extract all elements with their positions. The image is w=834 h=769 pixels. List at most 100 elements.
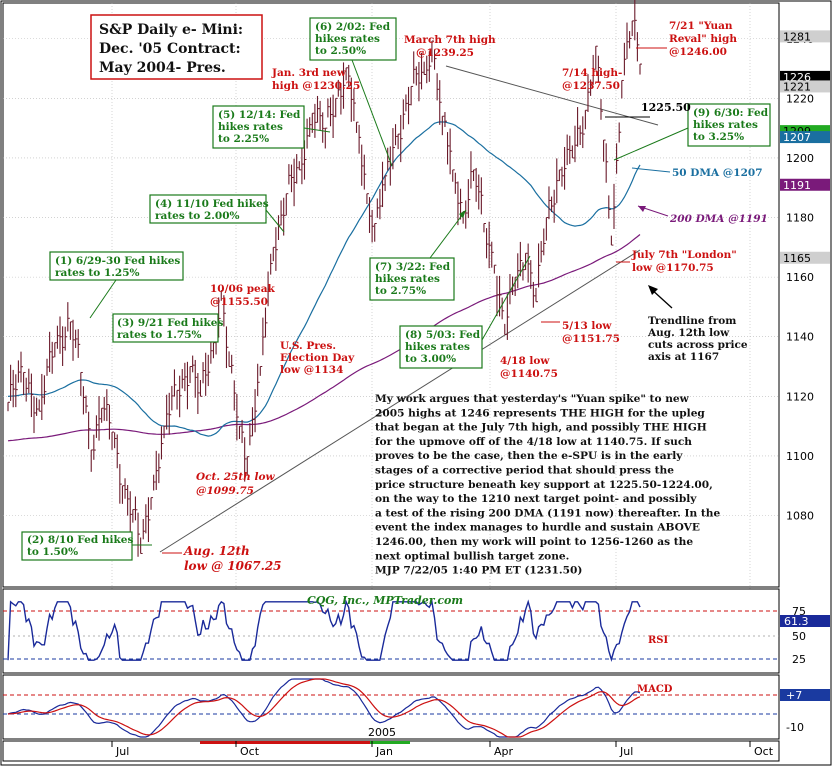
fed-note-3-line1: (3) 9/21 Fed hikes bbox=[117, 317, 223, 329]
rsi-tick-label: 50 bbox=[792, 630, 806, 643]
fed-note-9-line1: (9) 6/30: Fed bbox=[693, 107, 769, 119]
fed-note-9-line3: to 3.25% bbox=[693, 131, 744, 143]
fed-note-1-line2: rates to 1.25% bbox=[55, 267, 140, 279]
election-note-line1: U.S. Pres. bbox=[280, 340, 336, 352]
fed-note-3-line2: rates to 1.75% bbox=[117, 329, 202, 341]
price-tick-label: 1160 bbox=[786, 271, 814, 284]
trendline-note-line4: axis at 1167 bbox=[648, 351, 719, 363]
jan3-note-line2: high @1230.25 bbox=[272, 80, 360, 92]
chart-credit: CQG, Inc., MPTrader.com bbox=[307, 594, 463, 607]
rsi-label: RSI bbox=[648, 635, 669, 646]
time-axis: Jul Oct Jan Apr Jul Oct 2005 bbox=[2, 726, 780, 762]
fed-note-6: (6) 2/02: Fed hikes rates to 2.50% bbox=[309, 17, 397, 167]
price-tick-label: 1140 bbox=[786, 331, 814, 344]
fed-note-4: (4) 11/10 Fed hikes rates to 2.00% bbox=[149, 194, 285, 233]
jul14-note-line2: @1237.50 bbox=[562, 80, 620, 92]
commentary-line: price structure beneath key support at 1… bbox=[375, 479, 713, 491]
fed-note-9-line2: hikes rates bbox=[693, 119, 758, 131]
oct06-note-line1: 10/06 peak bbox=[210, 283, 276, 295]
fed-note-2-frame bbox=[21, 531, 133, 561]
commentary-line: that began at the July 7th high, and pos… bbox=[375, 422, 707, 434]
price-axis-ticks: 108011001120114011601180120012201240 bbox=[786, 33, 814, 523]
commentary-line: on the way to the 1210 next target point… bbox=[375, 493, 697, 505]
price-marker-box bbox=[780, 251, 830, 264]
dma50-pointer bbox=[631, 167, 671, 173]
rsi-line bbox=[7, 599, 641, 662]
commentary-line: a test of the rising 200 DMA (1191 now) … bbox=[375, 507, 720, 519]
rsi-readout: 61.3 bbox=[784, 615, 809, 628]
fed-note-7-frame bbox=[369, 257, 455, 301]
jul14-note-line1: 7/14 high- bbox=[562, 67, 622, 79]
commentary-line: My work argues that yesterday's "Yuan sp… bbox=[375, 393, 690, 405]
commentary-line: for the upmove off of the 4/18 low at 11… bbox=[375, 436, 692, 448]
commentary-line: 1246.00, then my work will point to 1256… bbox=[375, 536, 693, 548]
macd-label: MACD bbox=[637, 684, 673, 695]
month-label: Jan bbox=[375, 745, 393, 758]
fed-note-1-line1: (1) 6/29-30 Fed hikes bbox=[55, 255, 180, 267]
oct25-note-line1: Oct. 25th low bbox=[196, 471, 275, 483]
macd-signal-line bbox=[7, 678, 641, 738]
price-marker-label: 1207 bbox=[783, 131, 811, 144]
fed-note-5-line1: (5) 12/14: Fed bbox=[218, 109, 301, 121]
fed-note-7-pointer bbox=[429, 209, 467, 259]
month-label: Apr bbox=[494, 745, 514, 758]
macd-tick-label: -10 bbox=[786, 721, 804, 734]
rsi-tick-label: 75 bbox=[792, 605, 806, 618]
price-marker-box bbox=[780, 30, 830, 43]
price-tick-label: 1120 bbox=[786, 390, 814, 403]
price-tick-label: 1100 bbox=[786, 450, 814, 463]
london-note-line2: low @1170.75 bbox=[632, 262, 714, 274]
commentary: My work argues that yesterday's "Yuan sp… bbox=[375, 393, 720, 577]
month-label: Jul bbox=[115, 745, 129, 758]
fed-note-4-pointer bbox=[265, 209, 285, 233]
fed-note-6-pointer bbox=[351, 59, 393, 167]
macd-axis-ticks: +7 -10 bbox=[780, 689, 830, 734]
title-box: S&P Daily e- Mini: Dec. '05 Contract: Ma… bbox=[90, 14, 263, 80]
apr18-note-line1: 4/18 low bbox=[500, 355, 550, 367]
chart-subtitle-range: May 2004- Pres. bbox=[99, 60, 226, 76]
price-marker-label: 1165 bbox=[783, 252, 811, 265]
price-marker-label: 1281 bbox=[783, 30, 811, 43]
dma200-arrowhead bbox=[638, 206, 646, 212]
fed-note-8-frame bbox=[399, 325, 483, 369]
price-tick-label: 1180 bbox=[786, 212, 814, 225]
chart-title: S&P Daily e- Mini: bbox=[99, 22, 243, 38]
fed-note-7: (7) 3/22: Fed hikes rates to 2.75% bbox=[369, 209, 467, 301]
macd-panel-border bbox=[2, 674, 780, 740]
aug12-note-line1: Aug. 12th bbox=[183, 544, 250, 558]
fed-note-7-line2: hikes rates bbox=[375, 273, 440, 285]
fed-note-6-line1: (6) 2/02: Fed bbox=[315, 21, 391, 33]
jan3-note-line1: Jan. 3rd new bbox=[271, 67, 347, 79]
month-label: Jul bbox=[619, 745, 633, 758]
fed-note-5-pointer bbox=[303, 127, 331, 133]
apr18-note-line2: @1140.75 bbox=[500, 368, 558, 380]
rsi-axis-ticks: 75 50 25 61.3 bbox=[780, 605, 830, 666]
commentary-line: 2005 highs at 1246 represents THE HIGH f… bbox=[375, 407, 705, 419]
london-note-line1: July 7th "London" bbox=[631, 249, 737, 261]
macd-panel: MACD +7 -10 bbox=[2, 674, 830, 740]
fed-note-6-line2: hikes rates bbox=[315, 33, 380, 45]
fed-note-1-frame bbox=[49, 251, 184, 281]
may13-note-line2: @1151.75 bbox=[562, 333, 620, 345]
macd-line bbox=[7, 678, 641, 738]
ma50-line bbox=[7, 121, 641, 437]
price-markers: 1281122612211209120711911165 bbox=[780, 30, 830, 265]
dma200-label: 200 DMA @1191 bbox=[669, 213, 768, 225]
price-tick-label: 1220 bbox=[786, 92, 814, 105]
fed-note-2: (2) 8/10 Fed hikes to 1.50% bbox=[21, 531, 152, 561]
fed-note-9-pointer bbox=[613, 127, 689, 161]
fed-note-8-line3: to 3.00% bbox=[405, 353, 456, 365]
aug12-note-line2: low @ 1067.25 bbox=[184, 559, 282, 573]
price-marker-box bbox=[780, 178, 830, 191]
trendline-note-line1: Trendline from bbox=[648, 315, 736, 327]
fed-note-5-line2: hikes rates bbox=[218, 121, 283, 133]
march7-note-line2: @1239.25 bbox=[416, 47, 474, 59]
fed-note-8-line2: hikes rates bbox=[405, 341, 470, 353]
macd-readout: +7 bbox=[786, 689, 802, 702]
price-marker-box bbox=[780, 80, 830, 93]
fed-note-3-frame bbox=[112, 313, 219, 343]
yuan-note-line2: Reval" high bbox=[669, 33, 737, 45]
fed-note-8-line1: (8) 5/03: Fed bbox=[405, 329, 481, 341]
macd-readout-box bbox=[780, 689, 830, 701]
